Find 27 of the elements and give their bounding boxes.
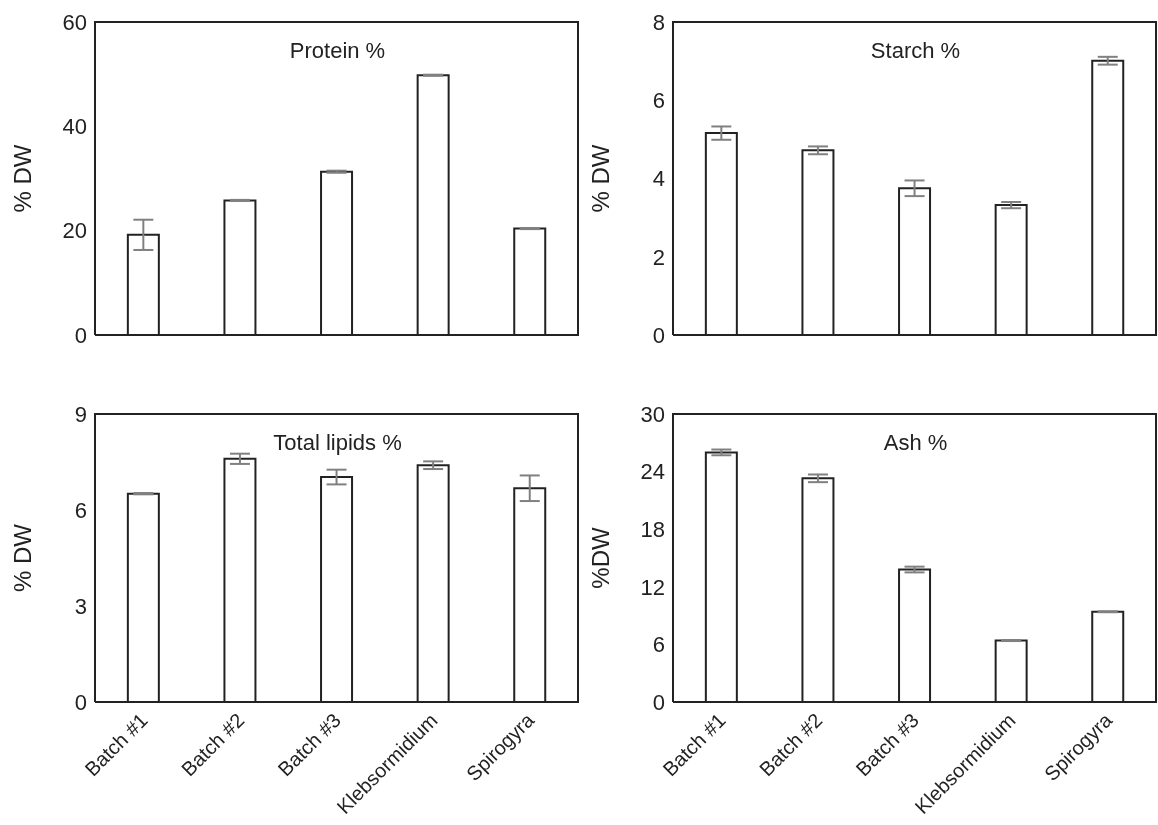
y-axis-title: % DW (8, 144, 36, 213)
y-axis-title: % DW (586, 144, 614, 213)
y-tick-label: 0 (74, 689, 87, 715)
y-tick-label: 0 (652, 322, 665, 348)
y-tick-label: 0 (74, 322, 87, 348)
y-tick-label: 40 (62, 114, 87, 140)
y-tick-label: 12 (640, 574, 665, 600)
y-tick-label: 30 (640, 401, 665, 427)
y-axis-title: %DW (586, 526, 614, 589)
y-tick-label: 60 (62, 9, 87, 35)
y-tick-label: 3 (74, 593, 87, 619)
y-tick-label: 6 (652, 632, 665, 658)
text: Starch % (869, 38, 962, 64)
y-tick-label: 4 (652, 166, 665, 192)
text: Protein % (288, 38, 387, 64)
y-tick-label: 24 (640, 459, 665, 485)
y-tick-label: 18 (640, 517, 665, 543)
y-tick-label: 8 (652, 9, 665, 35)
y-axis-title: % DW (8, 523, 36, 592)
text: Total lipids % (272, 430, 403, 456)
y-tick-label: 0 (652, 689, 665, 715)
text: Ash % (882, 430, 949, 456)
y-tick-label: 2 (652, 244, 665, 270)
y-tick-label: 6 (652, 88, 665, 114)
y-tick-label: 20 (62, 218, 87, 244)
y-tick-label: 9 (74, 401, 87, 427)
y-tick-label: 6 (74, 497, 87, 523)
